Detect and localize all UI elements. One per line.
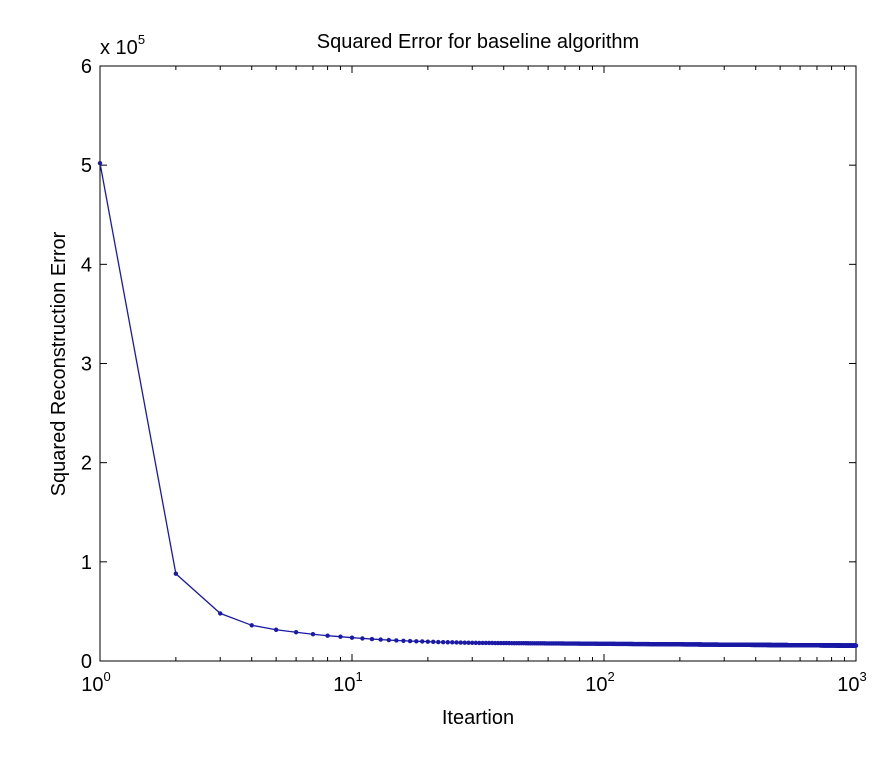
- data-point: [483, 640, 489, 646]
- y-tick-label: 1: [81, 552, 92, 574]
- x-tick-label: 102: [585, 669, 614, 696]
- data-point: [445, 640, 451, 645]
- y-tick-label: 5: [81, 155, 92, 177]
- data-point: [473, 640, 479, 646]
- data-point: [338, 634, 343, 639]
- data-point: [458, 640, 463, 645]
- data-point: [293, 630, 299, 635]
- data-point: [386, 637, 392, 643]
- data-point: [454, 640, 459, 645]
- data-point: [407, 638, 413, 644]
- data-point: [466, 640, 471, 645]
- data-point: [462, 640, 467, 645]
- data-point: [470, 640, 475, 646]
- data-point: [853, 643, 859, 648]
- x-tick-label: 103: [837, 669, 866, 696]
- plot-area: [99, 65, 857, 662]
- data-point: [440, 639, 446, 645]
- error-series-points: [97, 160, 859, 648]
- data-point: [425, 639, 431, 644]
- data-point: [477, 640, 482, 646]
- y-tick-label: 6: [81, 56, 92, 78]
- y-tick-label: 2: [81, 453, 92, 475]
- error-series-line: [99, 163, 856, 647]
- axis-ticks: [99, 65, 856, 662]
- data-point: [325, 633, 330, 638]
- y-multiplier-base: x 10: [100, 37, 138, 59]
- y-tick-label: 3: [81, 354, 92, 376]
- data-point: [173, 571, 179, 576]
- data-point: [420, 639, 425, 644]
- data-point: [273, 627, 279, 632]
- data-point: [450, 640, 455, 645]
- y-tick-label: 0: [81, 651, 92, 673]
- data-point: [349, 635, 355, 640]
- x-tick-label: 101: [333, 669, 362, 696]
- data-point: [394, 638, 399, 643]
- y-multiplier: x 105: [100, 32, 145, 59]
- y-axis-title: Squared Reconstruction Error: [48, 231, 70, 496]
- data-point: [486, 640, 492, 646]
- x-tick-labels: 100 101 102 103: [81, 669, 866, 696]
- data-point: [414, 639, 419, 644]
- data-point: [431, 639, 436, 645]
- y-tick-label: 4: [81, 254, 92, 276]
- data-point: [97, 160, 103, 166]
- chart-title: Squared Error for baseline algorithm: [317, 31, 639, 53]
- x-axis-title: Iteartion: [442, 707, 514, 729]
- data-point: [369, 636, 375, 642]
- data-point: [378, 637, 383, 642]
- data-point: [360, 636, 365, 641]
- data-point: [249, 623, 254, 628]
- y-tick-labels: 0 1 2 3 4 5 6: [81, 56, 92, 673]
- data-point: [401, 638, 406, 643]
- data-point: [218, 611, 223, 616]
- data-point: [480, 640, 485, 646]
- data-point: [310, 632, 316, 637]
- y-multiplier-exponent: 5: [138, 32, 145, 47]
- x-tick-label: 100: [81, 669, 110, 696]
- data-point: [436, 639, 441, 645]
